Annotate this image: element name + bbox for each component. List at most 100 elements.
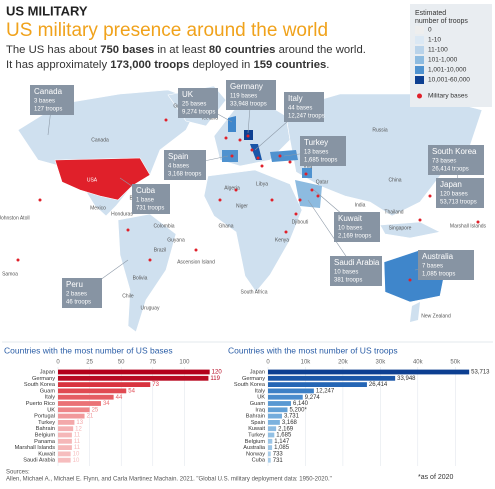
callout-country: Spain — [168, 152, 188, 161]
legend-label: 11-100 — [428, 47, 448, 54]
subtitle-part: deployed in — [189, 59, 253, 71]
value-label: 1,147 — [274, 439, 290, 445]
value-label: 9,274 — [305, 395, 321, 401]
callout-troops: 381 troops — [334, 278, 362, 284]
category-label: Spain — [251, 420, 265, 426]
category-label: Bahrain — [36, 426, 55, 432]
value-label: 13 — [76, 420, 83, 426]
value-label: 54 — [128, 388, 135, 394]
base-dot — [194, 248, 198, 252]
subtitle-part: 173,000 troops — [110, 59, 189, 71]
legend-title: Estimated — [415, 10, 446, 17]
category-label: Cuba — [252, 458, 266, 464]
callout-bases: 13 bases — [304, 150, 328, 156]
category-label: Marshall Islands — [15, 445, 56, 451]
callout-bases: 25 bases — [182, 102, 206, 108]
map-label: Uruguay — [141, 305, 160, 311]
bar — [268, 451, 271, 457]
callout-country: Australia — [422, 252, 454, 261]
base-dot — [126, 228, 130, 232]
value-label: 73 — [152, 382, 159, 388]
map-label: Niger — [236, 203, 248, 209]
callout-bases: 10 bases — [338, 226, 362, 232]
callout-bases: 44 bases — [288, 106, 312, 112]
map-label: Iraq — [304, 163, 313, 169]
callout-troops: 1,085 troops — [422, 272, 455, 278]
map-label: Chile — [122, 293, 134, 299]
map-label: Ghana — [218, 223, 233, 229]
base-dot — [260, 164, 264, 168]
base-dot — [250, 148, 254, 152]
callout-bases: 2 bases — [66, 292, 87, 298]
callout-country: Germany — [230, 82, 263, 91]
south-america — [117, 213, 177, 333]
value-label: 53,713 — [471, 370, 490, 376]
callout-troops: 46 troops — [66, 300, 91, 306]
map-label: Samoa — [2, 271, 18, 277]
map-label: USA — [87, 177, 98, 183]
bar — [58, 382, 151, 387]
map-label: South Africa — [241, 289, 268, 295]
subtitle-part: 159 countries — [253, 59, 326, 71]
bar — [268, 457, 271, 463]
bar — [58, 388, 127, 394]
callout-country: UK — [182, 90, 194, 99]
base-dot — [238, 138, 242, 142]
callout-box — [334, 212, 380, 242]
subtitle-part: The US has about — [6, 44, 100, 56]
base-dot — [94, 184, 98, 188]
bar — [58, 438, 72, 444]
value-label: 1,685 — [276, 433, 292, 439]
base-dot — [164, 118, 168, 122]
base-dot — [304, 172, 308, 176]
bar — [268, 426, 277, 432]
callout-troops: 12,247 troops — [288, 114, 325, 120]
map-label: Marshall Islands — [450, 223, 487, 229]
callout-box — [164, 150, 206, 180]
legend-swatch — [415, 66, 424, 74]
bar — [58, 401, 101, 406]
map-label: Johnston Atoll — [0, 215, 30, 221]
callout-country: Kuwait — [338, 214, 363, 223]
value-label: 11 — [74, 433, 81, 439]
bar — [268, 438, 273, 444]
map-label: Guyana — [167, 237, 185, 243]
value-label: 2,169 — [278, 426, 294, 432]
base-dot — [298, 198, 302, 202]
callout-box — [62, 278, 102, 308]
base-dot — [284, 230, 288, 234]
map-label: Bolivia — [133, 275, 148, 281]
map-label: Kenya — [275, 237, 289, 243]
africa — [203, 169, 303, 293]
callout-box — [428, 145, 484, 175]
category-label: Turkey — [248, 432, 265, 438]
subtitle-part: 80 countries — [209, 44, 276, 56]
callout-troops: 33,948 troops — [230, 102, 267, 108]
callout-troops: 1,685 troops — [304, 158, 337, 164]
map-label: Thailand — [384, 209, 403, 215]
map-label: Djibouti — [292, 219, 309, 225]
bar — [58, 369, 210, 375]
bar — [58, 432, 72, 438]
category-label: Saudi Arabia — [23, 458, 56, 464]
value-label: 3,168 — [282, 420, 298, 426]
value-label: 10 — [73, 458, 80, 464]
bar — [58, 375, 209, 381]
italy — [250, 144, 262, 160]
base-dot — [230, 154, 234, 158]
bar — [58, 451, 71, 457]
callout-country: South Korea — [432, 147, 477, 156]
value-label: 11 — [74, 445, 81, 451]
callout-troops: 53,713 troops — [440, 200, 477, 206]
map-label: Algeria — [224, 185, 240, 191]
indonesia — [379, 221, 441, 239]
value-label: 119 — [210, 376, 220, 382]
value-label: 33,948 — [397, 376, 416, 382]
callout-country: Saudi Arabia — [334, 258, 380, 267]
callout-troops: 3,168 troops — [168, 172, 201, 178]
legend-base-dot — [417, 93, 422, 99]
callout-bases: 73 bases — [432, 159, 456, 165]
value-label: 1,085 — [274, 445, 290, 451]
